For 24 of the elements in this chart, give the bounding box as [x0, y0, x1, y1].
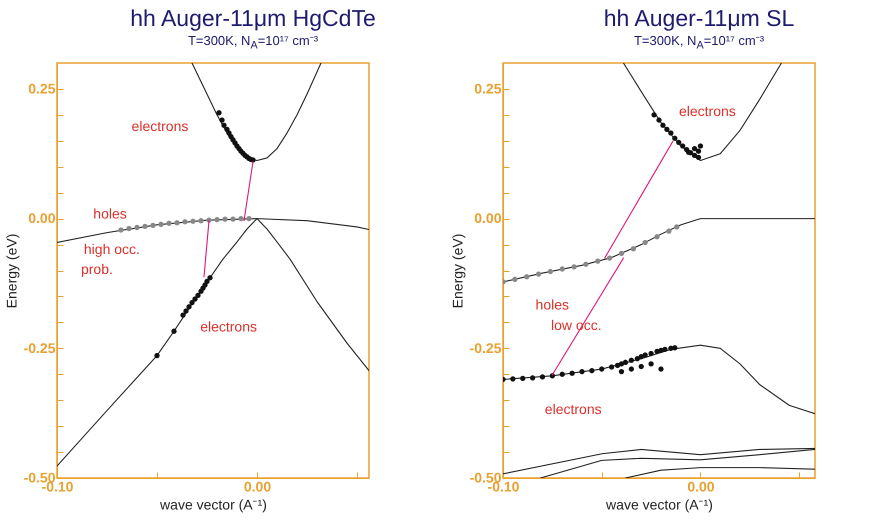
y-axis-title: Energy (eV)	[4, 233, 20, 308]
chart-subtitle: T=300K, N$_{A}$=10¹⁷ cm⁻³	[186, 32, 320, 54]
annotation: electrons	[678, 102, 736, 118]
annotation: prob.	[80, 260, 113, 277]
annotation: electrons	[132, 118, 188, 134]
annotation: electrons	[200, 318, 258, 334]
annotation: holes	[93, 205, 127, 222]
y-tick-label: 0.25	[28, 80, 56, 96]
x-tick-label: 0.00	[687, 478, 715, 494]
x-axis-title: wave vector (A⁻¹)	[605, 496, 713, 512]
y-axis-title: Energy (eV)	[450, 233, 466, 308]
x-tick-label: 0.00	[244, 478, 272, 494]
y-tick-label: 0.00	[28, 210, 56, 226]
chart-title: hh Auger-11μm SL	[602, 4, 796, 32]
annotation: holes	[536, 296, 570, 312]
chart-subtitle: T=300K, N$_{A}$=10¹⁷ cm⁻³	[632, 32, 766, 54]
annotation: electrons	[544, 400, 602, 417]
x-axis-title: wave vector (A⁻¹)	[159, 496, 267, 512]
y-tick-label: -0.25	[470, 339, 502, 356]
y-tick-label: 0.25	[474, 80, 502, 96]
y-tick-label: 0.00	[474, 210, 502, 226]
chart-title: hh Auger-11μm HgCdTe	[129, 4, 377, 32]
y-tick-label: -0.25	[24, 339, 56, 356]
annotation: high occ.	[84, 240, 140, 257]
